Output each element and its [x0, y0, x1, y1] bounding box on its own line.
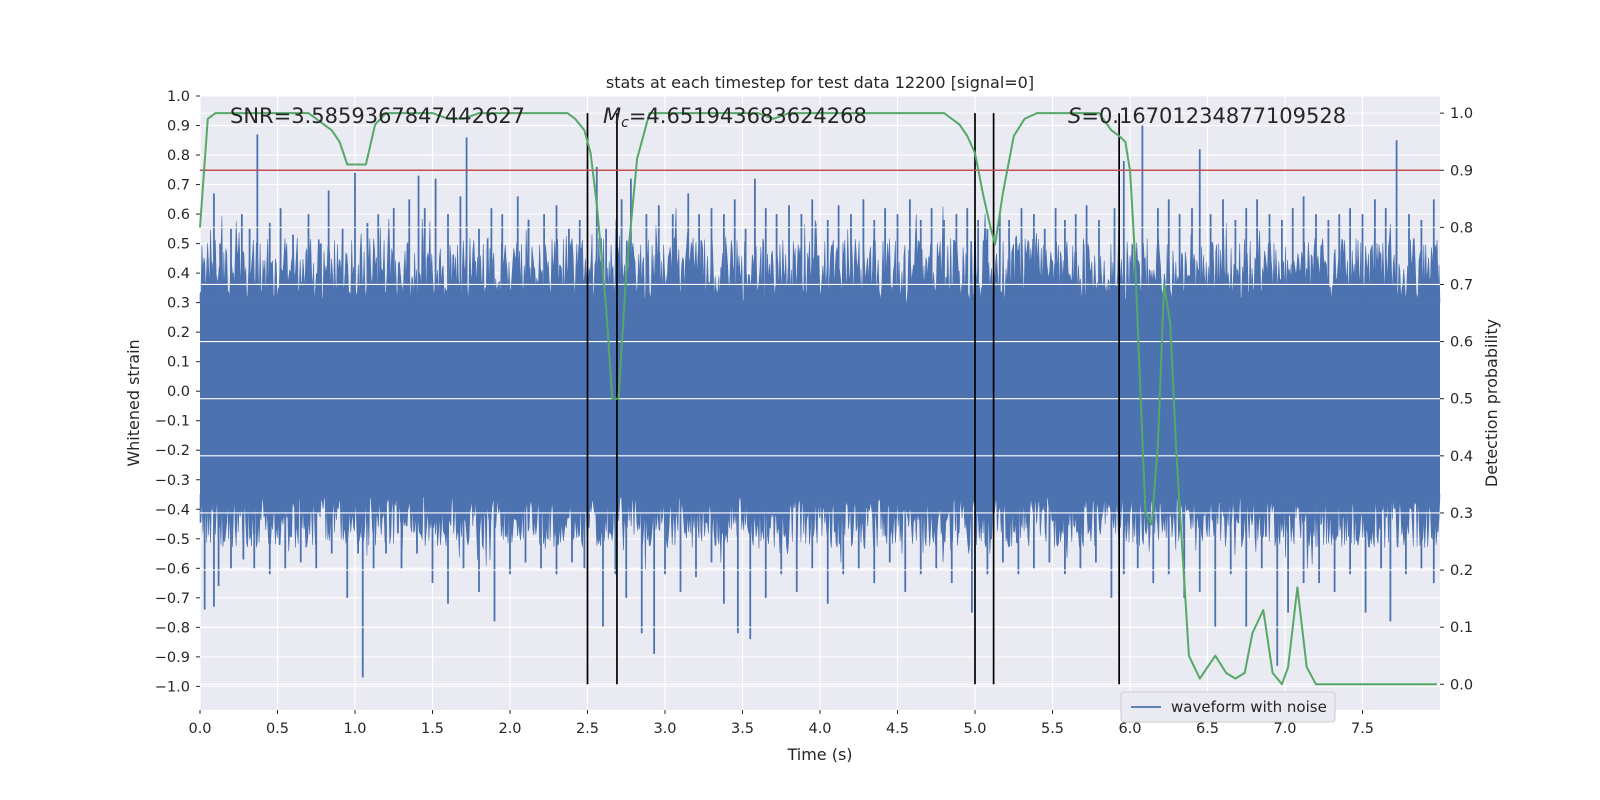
x-tick-label: 7.0: [1273, 721, 1296, 737]
s-symbol: S: [1068, 104, 1081, 128]
y2-tick-label: 0.3: [1450, 506, 1473, 522]
y-tick-label: 0.4: [167, 266, 190, 282]
y-tick-label: −0.1: [155, 414, 190, 430]
y2-tick-label: 0.2: [1450, 563, 1473, 579]
overlay: [199, 112, 1440, 686]
y-tick-label: 0.9: [167, 119, 190, 135]
x-tick-label: 5.5: [1041, 721, 1064, 737]
y-tick-label: −0.3: [155, 473, 190, 489]
x-tick-label: 5.0: [963, 721, 986, 737]
y-tick-label: 0.7: [167, 178, 190, 194]
probability-line: [199, 112, 1437, 686]
x-tick-label: 2.5: [576, 721, 599, 737]
y2-tick-label: 0.7: [1450, 277, 1473, 293]
x-tick-label: 6.0: [1118, 721, 1141, 737]
axes: 0.0 0.5 1.0 1.5 2.0 2.5 3.0 3.5 4.0 4.5 5.0 5.5 6.0 6…: [155, 89, 1473, 737]
waveform-upper-noise: [199, 206, 1441, 303]
x-tick-label: 2.0: [498, 721, 521, 737]
y-tick-label: −0.4: [155, 502, 190, 518]
x-tick-label: 0.0: [188, 721, 211, 737]
x-tick-label: 4.0: [808, 721, 831, 737]
x-tick-label: 3.0: [653, 721, 676, 737]
y2-tick-label: 0.9: [1450, 163, 1473, 179]
y2-tick-label: 0.1: [1450, 620, 1473, 636]
y2-tick-label: 0.5: [1450, 392, 1473, 408]
s-value: =0.16701234877109528: [1081, 104, 1346, 128]
y2-tick-label: 1.0: [1450, 106, 1473, 122]
x-tick-label: 0.5: [266, 721, 289, 737]
y2-axis-label: Detection probability: [1482, 319, 1501, 487]
chart-title: stats at each timestep for test data 122…: [606, 73, 1034, 92]
legend-box: [1120, 691, 1336, 723]
x-tick-label: 6.5: [1196, 721, 1219, 737]
y-tick-label: 0.3: [167, 296, 190, 312]
y2-tick-label: 0.4: [1450, 449, 1473, 465]
chirp-mass-subscript: c: [621, 115, 629, 131]
y2-tick-label: 0.0: [1450, 677, 1473, 693]
x-tick-label: 4.5: [886, 721, 909, 737]
y-tick-label: −0.9: [155, 650, 190, 666]
x-tick-label: 1.0: [343, 721, 366, 737]
chirp-mass-annotation: Mc=4.651943683624268: [603, 104, 867, 131]
x-tick-label: 7.5: [1351, 721, 1374, 737]
y-tick-label: 0.8: [167, 148, 190, 164]
y-tick-label: 0.6: [167, 207, 190, 223]
y-tick-label: 0.2: [167, 325, 190, 341]
y2-tick-label: 0.8: [1450, 220, 1473, 236]
y-tick-label: −1.0: [155, 679, 190, 695]
y-tick-label: −0.6: [155, 561, 190, 577]
x-axis-label: Time (s): [786, 745, 852, 764]
chirp-mass-symbol: M: [603, 104, 621, 128]
y-axis-label: Whitened strain: [124, 339, 143, 466]
y-tick-label: 0.5: [167, 237, 190, 253]
y-tick-label: −0.8: [155, 620, 190, 636]
chirp-mass-value: =4.651943683624268: [629, 104, 867, 128]
legend: waveform with noise: [1120, 691, 1336, 723]
y-tick-label: 0.1: [167, 355, 190, 371]
x-tick-label: 3.5: [731, 721, 754, 737]
y-tick-label: 0.0: [167, 384, 190, 400]
y-tick-label: −0.7: [155, 591, 190, 607]
snr-annotation: SNR=3.5859367847442627: [230, 104, 525, 128]
y-tick-label: −0.5: [155, 532, 190, 548]
x-tick-label: 1.5: [421, 721, 444, 737]
y-tick-label: −0.2: [155, 443, 190, 459]
y-tick-label: 1.0: [167, 89, 190, 105]
y2-tick-label: 0.6: [1450, 335, 1473, 351]
s-annotation: S=0.16701234877109528: [1068, 104, 1346, 128]
legend-label: waveform with noise: [1171, 698, 1327, 716]
